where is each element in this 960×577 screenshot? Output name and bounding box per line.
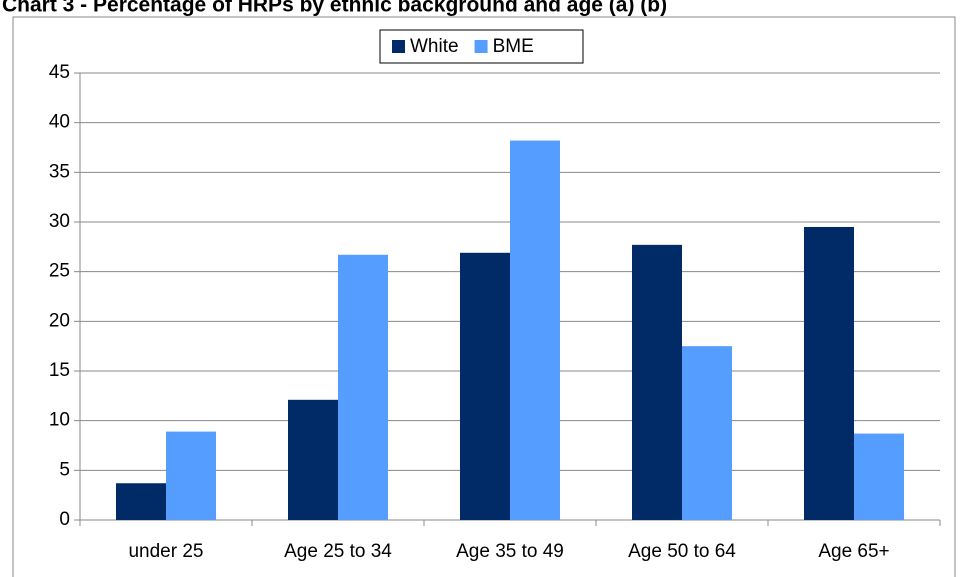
bar <box>854 433 904 520</box>
y-tick-label: 20 <box>49 310 70 331</box>
y-tick-label: 30 <box>49 211 70 232</box>
x-tick-label: Age 35 to 49 <box>456 541 564 562</box>
bar <box>338 254 388 520</box>
bar <box>460 252 510 520</box>
y-tick-label: 15 <box>49 360 70 381</box>
x-tick-label: Age 65+ <box>818 541 889 562</box>
y-tick-label: 35 <box>49 161 70 182</box>
bar <box>682 346 732 520</box>
legend-label: White <box>410 36 459 57</box>
legend-swatch <box>474 40 488 53</box>
y-tick-label: 45 <box>49 62 70 83</box>
bar <box>166 431 216 520</box>
chart-title: Chart 3 - Percentage of HRPs by ethnic b… <box>2 0 667 17</box>
bar <box>804 226 854 520</box>
bar <box>510 140 560 520</box>
y-tick-label: 5 <box>59 459 70 480</box>
legend-label: BME <box>493 36 534 57</box>
x-tick-label: under 25 <box>128 541 203 562</box>
bar <box>288 399 338 520</box>
y-tick-label: 40 <box>49 112 70 133</box>
y-tick-label: 0 <box>59 509 70 530</box>
bar <box>116 483 166 520</box>
bar <box>632 244 682 520</box>
x-tick-label: Age 50 to 64 <box>628 541 736 562</box>
y-tick-label: 25 <box>49 261 70 282</box>
legend-swatch <box>392 40 405 53</box>
y-tick-label: 10 <box>49 410 70 431</box>
x-tick-label: Age 25 to 34 <box>284 541 392 562</box>
